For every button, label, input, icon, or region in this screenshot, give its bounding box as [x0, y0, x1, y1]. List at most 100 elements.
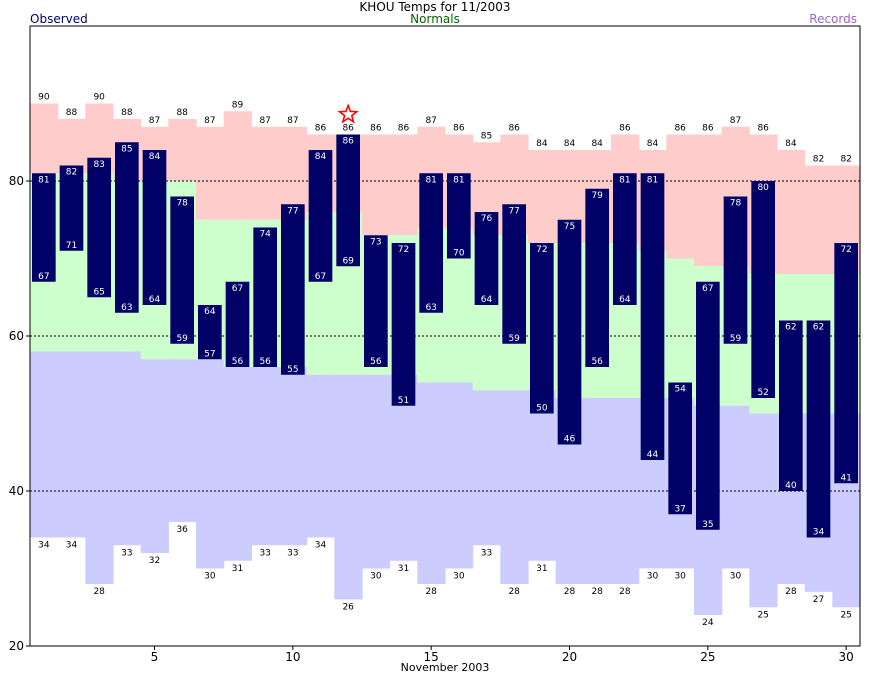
observed-low-label: 59	[730, 334, 742, 344]
record-low-label: 25	[840, 610, 851, 620]
observed-bar	[502, 204, 526, 344]
observed-high-label: 84	[315, 152, 327, 162]
record-high-band	[223, 111, 252, 220]
record-high-label: 88	[121, 108, 133, 118]
record-low-label: 24	[702, 618, 714, 628]
observed-low-label: 41	[840, 473, 851, 483]
record-low-label: 30	[204, 572, 216, 582]
observed-low-label: 55	[287, 365, 298, 375]
record-high-label: 84	[785, 139, 797, 149]
observed-bar	[364, 235, 388, 367]
record-high-label: 84	[564, 139, 576, 149]
observed-low-label: 71	[66, 241, 77, 251]
record-high-label: 89	[232, 100, 244, 110]
y-tick-label: 20	[9, 639, 24, 653]
x-tick-label: 15	[424, 650, 439, 664]
record-low-label: 34	[66, 541, 78, 551]
observed-bar	[170, 196, 194, 344]
record-low-label: 25	[757, 610, 768, 620]
observed-high-label: 72	[536, 245, 547, 255]
observed-bar	[32, 173, 56, 282]
record-low-label: 33	[121, 548, 132, 558]
observed-low-label: 56	[370, 357, 382, 367]
observed-high-label: 82	[66, 168, 77, 178]
record-low-label: 28	[564, 587, 576, 597]
x-tick-label: 30	[839, 650, 854, 664]
record-low-label: 31	[398, 564, 409, 574]
record-high-label: 87	[287, 116, 298, 126]
below-normal-band	[30, 351, 59, 538]
record-high-label: 86	[619, 124, 631, 134]
observed-low-label: 35	[702, 520, 713, 530]
observed-low-label: 70	[453, 249, 465, 259]
below-normal-band	[500, 390, 529, 584]
record-high-label: 88	[66, 108, 78, 118]
observed-low-label: 37	[674, 504, 685, 514]
observed-bar	[115, 142, 139, 313]
observed-bar	[253, 227, 277, 367]
observed-high-label: 76	[481, 214, 493, 224]
observed-bar	[640, 173, 665, 460]
observed-low-label: 56	[259, 357, 271, 367]
record-high-label: 86	[453, 124, 465, 134]
observed-low-label: 64	[149, 295, 161, 305]
record-high-label: 87	[149, 116, 160, 126]
record-low-label: 28	[508, 587, 520, 597]
x-tick-label: 25	[700, 650, 715, 664]
observed-bar	[225, 281, 250, 367]
record-low-label: 36	[176, 525, 188, 535]
observed-bar	[447, 173, 471, 259]
record-high-label: 85	[481, 131, 492, 141]
observed-low-label: 40	[785, 481, 797, 491]
observed-low-label: 67	[315, 272, 326, 282]
below-normal-band	[85, 351, 114, 584]
record-low-label: 30	[370, 572, 382, 582]
observed-bar	[613, 173, 637, 305]
below-normal-band	[251, 367, 280, 546]
observed-high-label: 84	[149, 152, 161, 162]
record-high-band	[57, 119, 86, 174]
record-high-label: 90	[38, 93, 50, 103]
observed-low-label: 51	[398, 396, 409, 406]
record-low-label: 34	[38, 541, 50, 551]
record-high-band	[168, 119, 197, 181]
record-high-band	[196, 126, 225, 220]
observed-high-label: 81	[619, 175, 630, 185]
record-high-band	[528, 150, 557, 243]
below-normal-band	[721, 405, 750, 569]
record-low-label: 31	[536, 564, 547, 574]
record-high-label: 86	[702, 124, 714, 134]
record-low-label: 30	[674, 572, 686, 582]
record-high-label: 84	[536, 139, 548, 149]
record-high-label: 86	[508, 124, 520, 134]
observed-low-label: 44	[647, 450, 659, 460]
below-normal-band	[334, 374, 363, 600]
x-tick-label: 10	[285, 650, 300, 664]
record-high-band	[362, 134, 391, 236]
observed-bar	[530, 243, 554, 414]
observed-bar	[585, 188, 609, 367]
below-normal-band	[279, 367, 308, 546]
record-low-label: 28	[591, 587, 603, 597]
observed-low-label: 59	[176, 334, 188, 344]
observed-high-label: 77	[508, 206, 519, 216]
observed-bar	[419, 173, 443, 313]
observed-bar	[142, 150, 167, 305]
observed-high-label: 67	[232, 284, 243, 294]
observed-low-label: 67	[38, 272, 49, 282]
observed-bar	[668, 382, 692, 515]
observed-low-label: 50	[536, 404, 548, 414]
record-high-label: 86	[370, 124, 382, 134]
record-low-label: 32	[149, 556, 160, 566]
observed-low-label: 59	[508, 334, 520, 344]
observed-low-label: 56	[232, 357, 244, 367]
observed-high-label: 78	[176, 199, 188, 209]
observed-low-label: 63	[121, 303, 132, 313]
record-low-label: 30	[730, 572, 742, 582]
observed-bar	[806, 320, 831, 538]
record-low-label: 28	[619, 587, 631, 597]
below-normal-band	[417, 382, 446, 584]
below-normal-band	[113, 351, 142, 546]
observed-bar	[87, 157, 111, 298]
